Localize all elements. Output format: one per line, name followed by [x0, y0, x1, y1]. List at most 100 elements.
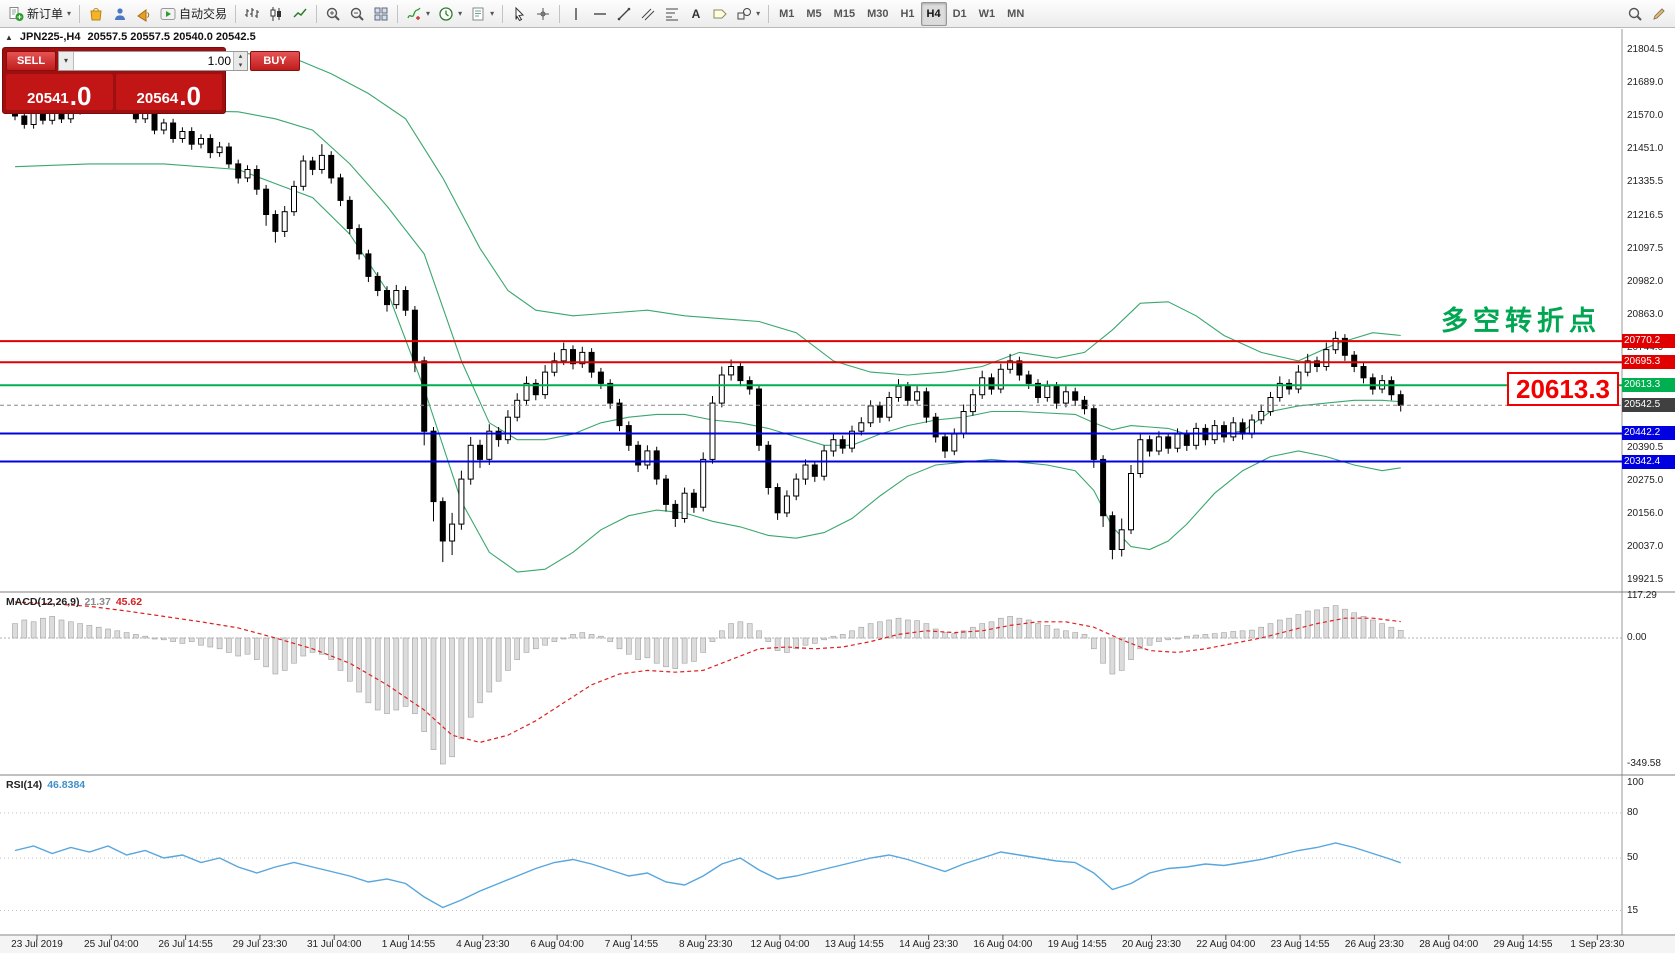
timeframe-h4-button[interactable]: H4: [920, 1, 947, 26]
pencil-button[interactable]: [1647, 2, 1671, 26]
time-axis-label: 19 Aug 14:55: [1047, 939, 1107, 950]
time-axis-label: 25 Jul 04:00: [84, 939, 139, 950]
zoom-out-icon: [350, 7, 364, 21]
volume-up-button[interactable]: ▴: [234, 52, 247, 61]
bollinger-bands: [14, 52, 1401, 573]
indicators-button-dropdown-arrow[interactable]: ▾: [426, 9, 431, 18]
timeframe-m15-button[interactable]: M15: [833, 7, 856, 20]
text-button[interactable]: A: [684, 2, 708, 26]
zoom-in-button[interactable]: [321, 2, 345, 26]
time-axis-label: 23 Aug 14:55: [1270, 939, 1330, 950]
autotrade-button[interactable]: 自动交易: [156, 2, 231, 26]
market-icon: [90, 7, 102, 20]
volume-preset-dropdown[interactable]: ▾: [59, 52, 74, 70]
collapse-trade-panel-icon[interactable]: ▲: [5, 32, 13, 42]
trendline-button[interactable]: [612, 2, 636, 26]
timeframe-m30-button[interactable]: M30: [867, 7, 889, 20]
timeframe-mn-button[interactable]: MN: [1007, 7, 1025, 20]
candlestick-icon: [270, 6, 282, 21]
timeframe-d1-button[interactable]: D1: [952, 7, 967, 20]
shapes-button[interactable]: ▾: [732, 2, 764, 26]
toolbar-separator: [502, 4, 504, 23]
panel-splitter-rsi[interactable]: [0, 773, 1675, 778]
current-price-tag: 20542.5: [1622, 398, 1675, 413]
price-axis-label: 21451.0: [1627, 143, 1664, 155]
timeframe-h1-button[interactable]: H1: [900, 7, 915, 20]
time-axis-label: 6 Aug 04:00: [530, 939, 584, 950]
autotrade-button-label: 自动交易: [179, 7, 228, 21]
zoom-out-button[interactable]: [345, 2, 369, 26]
fibonacci-button[interactable]: [660, 2, 684, 26]
time-axis-label: 1 Sep 23:30: [1570, 939, 1625, 950]
time-axis-label: 14 Aug 23:30: [899, 939, 959, 950]
macd-value: 21.37: [84, 596, 111, 608]
toolbar-separator: [79, 4, 81, 23]
alerts-button[interactable]: [132, 2, 156, 26]
volume-down-button[interactable]: ▾: [234, 61, 247, 70]
sell-price[interactable]: 20541 .0: [6, 74, 113, 110]
panel-splitter-macd[interactable]: [0, 590, 1675, 595]
candlestick-button[interactable]: [264, 2, 288, 26]
line-chart-button[interactable]: [288, 2, 312, 26]
crosshair-button[interactable]: [531, 2, 555, 26]
community-button[interactable]: [108, 2, 132, 26]
timeframe-m1-button[interactable]: M1: [779, 7, 795, 20]
search-button[interactable]: [1623, 2, 1647, 26]
trendline-icon: [617, 7, 631, 20]
timeframe-m5-button[interactable]: M5: [806, 7, 822, 20]
volume-input[interactable]: [74, 52, 233, 70]
vertical-line-button[interactable]: [564, 2, 588, 26]
sell-button[interactable]: SELL: [6, 51, 56, 71]
templates-button-dropdown-arrow[interactable]: ▾: [490, 9, 495, 18]
price-axis-label: 20982.0: [1627, 275, 1664, 287]
cursor-icon: [515, 6, 525, 21]
time-axis-label: 29 Jul 23:30: [232, 939, 288, 950]
shapes-button-dropdown-arrow[interactable]: ▾: [756, 9, 761, 18]
toolbar: 新订单 ▾ 自动交易 ▾ ▾ ▾ A ▾ M1 M5 M15 M30 H1 H4 D1 W1 MN: [0, 0, 1675, 28]
channel-icon: [641, 8, 655, 20]
price-axis-label: 21804.5: [1627, 44, 1664, 55]
fibonacci-icon: [666, 8, 679, 20]
pencil-icon: [1653, 7, 1665, 20]
templates-button[interactable]: ▾: [466, 2, 498, 26]
horizontal-line-icon: [594, 12, 607, 15]
price-axis-label: 21570.0: [1627, 110, 1664, 121]
periods-button[interactable]: ▾: [434, 2, 466, 26]
time-axis[interactable]: [0, 936, 1675, 953]
price-axis-label: 20037.0: [1627, 541, 1664, 553]
sell-price-main: 20541: [27, 89, 69, 107]
svg-text:A: A: [692, 7, 701, 21]
new-order-button[interactable]: 新订单 ▾: [4, 2, 75, 26]
timeframe-w1-button[interactable]: W1: [978, 7, 996, 20]
horizontal-line-button[interactable]: [588, 2, 612, 26]
tile-windows-icon: [374, 7, 388, 20]
price-axis-label: 21689.0: [1627, 76, 1664, 88]
rsi-axis-label: 100: [1627, 777, 1644, 788]
rsi-panel: [0, 812, 1622, 911]
indicators-button[interactable]: ▾: [402, 2, 434, 26]
toolbar-separator: [559, 4, 561, 23]
bar-chart-button[interactable]: [240, 2, 264, 26]
horizontal-level-lines[interactable]: [0, 340, 1622, 463]
price-axis-label: 21097.5: [1627, 242, 1664, 254]
channel-button[interactable]: [636, 2, 660, 26]
time-axis-label: 23 Jul 2019: [11, 939, 63, 950]
cursor-button[interactable]: [507, 2, 531, 26]
crosshair-icon: [537, 7, 550, 20]
buy-price[interactable]: 20564 .0: [115, 74, 222, 110]
market-button[interactable]: [84, 2, 108, 26]
time-axis-label: 12 Aug 04:00: [750, 939, 810, 950]
zoom-in-icon: [326, 7, 340, 21]
label-button[interactable]: [708, 2, 732, 26]
periods-button-dropdown-arrow[interactable]: ▾: [458, 9, 463, 18]
periods-icon: [439, 6, 453, 21]
line-chart-icon: [293, 8, 307, 18]
new-order-button-dropdown-arrow[interactable]: ▾: [67, 9, 72, 18]
buy-button[interactable]: BUY: [250, 51, 300, 71]
tile-windows-button[interactable]: [369, 2, 393, 26]
time-axis-label: 8 Aug 23:30: [678, 939, 733, 950]
rsi-axis-label: 80: [1627, 807, 1639, 818]
templates-icon: [472, 7, 484, 20]
price-axis-label: 20863.0: [1627, 309, 1664, 320]
